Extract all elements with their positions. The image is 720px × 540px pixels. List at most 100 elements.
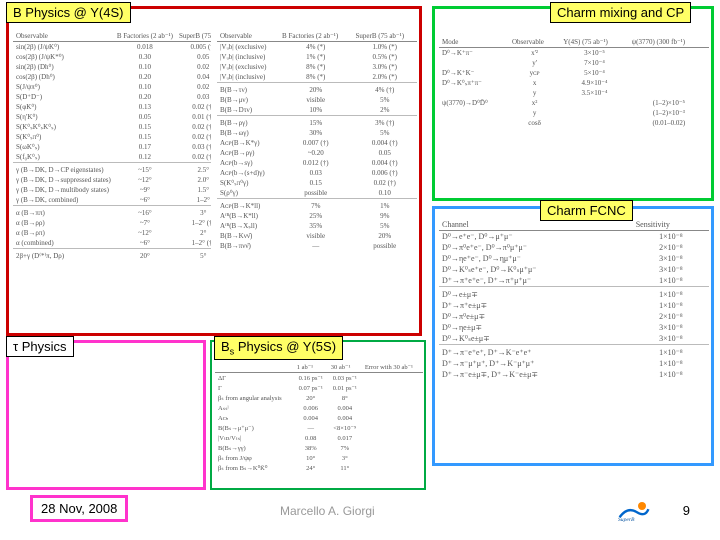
- table-row: α (B→ππ)~16°3°: [13, 208, 211, 218]
- table-row: α (B→ρπ)~12°2°: [13, 228, 211, 238]
- table-row: D⁰→K⁰ₛπ⁺π⁻x4.9×10⁻⁴: [439, 78, 709, 88]
- table-row: D⁺→π⁺e⁺e⁻, D⁺→π⁺μ⁺μ⁻1×10⁻⁸: [439, 275, 709, 287]
- table-row: βₛ from angular analysis20°8°: [215, 393, 423, 403]
- table-row: y3.5×10⁻⁴: [439, 88, 709, 98]
- table-row: S(f₀K⁰ₛ)0.120.02 (†): [13, 152, 211, 163]
- table-row: B(B→τν)20%4% (†): [217, 85, 417, 95]
- table-row: 2β+γ (D⁽*⁾π, Dρ)20°5°: [13, 251, 211, 261]
- table-row: B(B→Dτν)10%2%: [217, 105, 417, 116]
- bphys-table-left: ObservableB Factories (2 ab⁻¹)SuperB (75…: [13, 31, 211, 261]
- table-row: Γ0.07 ps⁻¹0.01 ps⁻¹: [215, 383, 423, 393]
- table-row: γ (B→DK, D→suppressed states)~12°2.0°: [13, 175, 211, 185]
- table-row: D⁰→e±μ∓1×10⁻⁸: [439, 289, 709, 300]
- table-row: D⁰→K⁰ₛe⁺e⁻, D⁰→K⁰ₛμ⁺μ⁻3×10⁻⁸: [439, 264, 709, 275]
- table-row: Aᴄᴘ(b→(s+d)γ)0.030.006 (†): [217, 168, 417, 178]
- table-row: cosδ(0.01–0.02): [439, 118, 709, 128]
- table-row: D⁰→π⁰e⁺e⁻, D⁰→π⁰μ⁺μ⁻2×10⁻⁸: [439, 242, 709, 253]
- table-row: cos(2β) (Dh⁰)0.200.04: [13, 72, 211, 82]
- table-row: y(1–2)×10⁻³: [439, 108, 709, 118]
- table-row: α (B→ρρ)~7°1–2° (†): [13, 218, 211, 228]
- col-header: Observable: [217, 31, 279, 42]
- tau-panel: [6, 340, 206, 490]
- table-row: D⁰→π⁰e±μ∓2×10⁻⁸: [439, 311, 709, 322]
- table-row: γ (B→DK, D→multibody states)~9°1.5°: [13, 185, 211, 195]
- table-row: ψ(3770)→D⁰D̄⁰x²(1–2)×10⁻⁵: [439, 98, 709, 108]
- table-row: α (combined)~6°1–2° (†): [13, 238, 211, 249]
- table-row: D⁺→π⁻e±μ∓, D⁺→K⁻e±μ∓1×10⁻⁸: [439, 369, 709, 380]
- bs-panel: 1 ab⁻¹30 ab⁻¹Error with 30 ab⁻¹ ΔΓ0.16 p…: [210, 340, 426, 490]
- table-row: Aᴄᴘ(b→sγ)0.012 (†)0.004 (†): [217, 158, 417, 168]
- charm-fcnc-label: Charm FCNC: [540, 200, 633, 221]
- table-row: |Vᵤb| (exclusive)4% (*)1.0% (*): [217, 42, 417, 53]
- bs-label: Bs Physics @ Y(5S): [214, 336, 343, 360]
- bphys-table-right: ObservableB Factories (2 ab⁻¹)SuperB (75…: [217, 31, 417, 251]
- table-row: |Vₜᴅ/Vₜₛ|0.080.017: [215, 433, 423, 443]
- charm-fcnc-table: ChannelSensitivity D⁰→e⁺e⁻, D⁰→μ⁺μ⁻1×10⁻…: [439, 219, 709, 380]
- charm-fcnc-panel: ChannelSensitivity D⁰→e⁺e⁻, D⁰→μ⁺μ⁻1×10⁻…: [432, 206, 714, 466]
- footer-author: Marcello A. Giorgi: [280, 504, 375, 518]
- col-header: B Factories (2 ab⁻¹): [114, 31, 176, 42]
- table-row: Aᴄₕ0.0040.004: [215, 413, 423, 423]
- col-header: [215, 362, 294, 373]
- table-row: S(η′K⁰)0.050.01 (†): [13, 112, 211, 122]
- col-header: Error with 30 ab⁻¹: [362, 362, 423, 373]
- table-row: B(Bₛ→μ⁺μ⁻)—<8×10⁻⁹: [215, 423, 423, 433]
- col-header: ψ(3770) (300 fb⁻¹): [629, 37, 709, 48]
- superb-logo-icon: SuperB: [618, 498, 650, 522]
- table-row: S(φK⁰)0.130.02 (†): [13, 102, 211, 112]
- col-header: 1 ab⁻¹: [294, 362, 328, 373]
- charm-mix-panel: ModeObservableY(4S) (75 ab⁻¹)ψ(3770) (30…: [432, 6, 714, 201]
- table-row: D⁰→ηe⁺e⁻, D⁰→ημ⁺μ⁻3×10⁻⁸: [439, 253, 709, 264]
- table-row: B(B→ργ)15%3% (†): [217, 118, 417, 128]
- table-row: B(B→ωγ)30%5%: [217, 128, 417, 138]
- table-row: Aᴄᴘ(B→ργ)~0.200.05: [217, 148, 417, 158]
- svg-text:SuperB: SuperB: [618, 517, 635, 522]
- col-header: Observable: [13, 31, 114, 42]
- table-row: |Vᵤb| (inclusive)1% (*)0.5% (*): [217, 52, 417, 62]
- table-row: |Vᵤb| (inclusive)8% (*)2.0% (*): [217, 72, 417, 83]
- col-header: Sensitivity: [633, 219, 709, 231]
- table-row: S(ρ⁰γ)possible0.10: [217, 188, 417, 199]
- table-row: γ (B→DK, D→CP eigenstates)~15°2.5°: [13, 165, 211, 175]
- col-header: SuperB (75 ab⁻¹): [176, 31, 211, 42]
- table-row: y'7×10⁻⁴: [439, 58, 709, 68]
- table-row: S(K⁰ₛK⁰ₛK⁰ₛ)0.150.02 (†): [13, 122, 211, 132]
- col-header: Observable: [509, 37, 560, 48]
- table-row: sin(2β) (J/ψK⁰)0.0180.005 (†): [13, 42, 211, 53]
- table-row: cos(2β) (J/ψK*⁰)0.300.05: [13, 52, 211, 62]
- table-row: B(B→μν)visible5%: [217, 95, 417, 105]
- table-row: B(B→Kνν̄)visible20%: [217, 231, 417, 241]
- table-row: S(K⁰ₛπ⁰γ)0.150.02 (†): [217, 178, 417, 188]
- table-row: Aᶠᴮ(B→Xₛll)35%5%: [217, 221, 417, 231]
- footer-date: 28 Nov, 2008: [30, 495, 128, 522]
- table-row: D⁺→π⁺e±μ∓1×10⁻⁸: [439, 300, 709, 311]
- table-row: βₛ from Bₛ→K⁰K̄⁰24°11°: [215, 463, 423, 473]
- charm-mix-label: Charm mixing and CP: [550, 2, 691, 23]
- table-row: B(Bₛ→γγ)38%7%: [215, 443, 423, 453]
- table-row: S(K⁰ₛπ⁰)0.150.02 (†): [13, 132, 211, 142]
- bphys-panel: ObservableB Factories (2 ab⁻¹)SuperB (75…: [6, 6, 422, 336]
- table-row: D⁰→ηe±μ∓3×10⁻⁸: [439, 322, 709, 333]
- table-row: sin(2β) (Dh⁰)0.100.02: [13, 62, 211, 72]
- table-row: S(J/ψπ⁰)0.100.02: [13, 82, 211, 92]
- col-header: Y(4S) (75 ab⁻¹): [560, 37, 629, 48]
- col-header: 30 ab⁻¹: [328, 362, 362, 373]
- table-row: D⁺→π⁻e⁺e⁺, D⁺→K⁻e⁺e⁺1×10⁻⁸: [439, 347, 709, 358]
- tau-label: τ Physics: [6, 336, 74, 357]
- table-row: γ (B→DK, combined)~6°1–2°: [13, 195, 211, 206]
- table-row: |Vᵤb| (exclusive)8% (*)3.0% (*): [217, 62, 417, 72]
- table-row: D⁰→K⁺K⁻yᴄᴘ5×10⁻⁴: [439, 68, 709, 78]
- table-row: D⁰→K⁰ₛe±μ∓3×10⁻⁸: [439, 333, 709, 345]
- table-row: Aᴄᴘ(B→K*γ)0.007 (†)0.004 (†): [217, 138, 417, 148]
- table-row: B(B→πνν̄)—possible: [217, 241, 417, 251]
- table-row: Aᶠᴮ(B→K*ll)25%9%: [217, 211, 417, 221]
- table-row: Aₛₛˡ0.0060.004: [215, 403, 423, 413]
- col-header: SuperB (75 ab⁻¹): [352, 31, 417, 42]
- footer-page-number: 9: [683, 503, 690, 518]
- table-row: D⁺→π⁻μ⁺μ⁺, D⁺→K⁻μ⁺μ⁺1×10⁻⁸: [439, 358, 709, 369]
- bphys-label: B Physics @ Y(4S): [6, 2, 131, 23]
- table-row: D⁰→K⁺π⁻x'²3×10⁻⁵: [439, 48, 709, 59]
- table-row: βₛ from J/ψφ10°3°: [215, 453, 423, 463]
- table-row: Aᴄᴘ(B→K*ll)7%1%: [217, 201, 417, 211]
- table-row: S(D⁺D⁻)0.200.03: [13, 92, 211, 102]
